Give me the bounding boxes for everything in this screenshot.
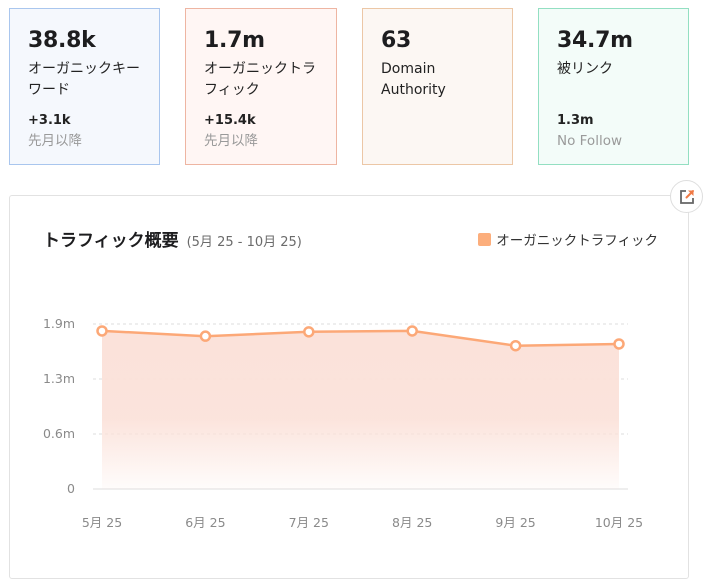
data-point[interactable] (613, 338, 625, 350)
chart-line (101, 329, 620, 347)
legend-swatch (478, 232, 492, 246)
stat-label: オーガニックトラフィック (204, 61, 316, 98)
data-point[interactable] (509, 339, 522, 352)
stat-sub: No Follow (557, 133, 622, 149)
stat-value: 1.7m (204, 28, 265, 53)
stat-value: 34.7m (557, 28, 633, 53)
stat-delta: +3.1k (28, 113, 71, 128)
x-tick-label: 9月 25 (495, 515, 535, 530)
stat-value: 63 (381, 28, 412, 53)
x-tick-label: 5月 25 (82, 515, 122, 530)
data-point[interactable] (406, 325, 418, 337)
stat-sub: 先月以降 (28, 133, 82, 149)
data-point[interactable] (96, 325, 108, 337)
chart-points[interactable] (96, 325, 625, 352)
y-tick-label: 1.3m (43, 371, 75, 386)
x-axis: 5月 25 6月 25 7月 25 8月 25 9月 25 10月 25 (82, 515, 643, 530)
legend-label: オーガニックトラフィック (496, 233, 658, 249)
stat-value: 38.8k (28, 28, 96, 53)
chart-title-text: トラフィック概要 (43, 231, 179, 251)
export-button[interactable] (670, 180, 703, 213)
stat-card-backlinks[interactable]: 34.7m 被リンク 1.3m No Follow (538, 8, 689, 165)
y-tick-label: 0.6m (43, 426, 75, 441)
y-tick-label: 1.9m (43, 316, 75, 331)
x-tick-label: 8月 25 (392, 515, 432, 530)
chart-legend[interactable]: オーガニックトラフィック (478, 229, 658, 249)
stat-delta: 1.3m (557, 113, 594, 128)
stat-label: オーガニックキーワード (28, 61, 140, 98)
x-tick-label: 6月 25 (185, 515, 225, 530)
stat-delta: +15.4k (204, 113, 256, 128)
chart-title: トラフィック概要 (5月 25 - 10月 25) (43, 226, 302, 251)
stat-card-organic-keywords[interactable]: 38.8k オーガニックキーワード +3.1k 先月以降 (9, 8, 160, 165)
x-tick-label: 7月 25 (289, 515, 329, 530)
data-point[interactable] (199, 330, 212, 342)
x-tick-label: 10月 25 (595, 515, 643, 530)
chart-area-fill (102, 330, 619, 489)
stat-sub: 先月以降 (204, 133, 258, 149)
external-link-icon (679, 189, 694, 204)
chart-date-range: (5月 25 - 10月 25) (186, 235, 302, 250)
stat-label: Domain Authority (381, 61, 446, 98)
y-tick-label: 0 (67, 481, 75, 496)
data-point[interactable] (303, 326, 315, 338)
stat-card-domain-authority[interactable]: 63 Domain Authority (362, 8, 513, 165)
y-axis: 0 0.6m 1.3m 1.9m (43, 316, 75, 496)
stat-card-organic-traffic[interactable]: 1.7m オーガニックトラフィック +15.4k 先月以降 (185, 8, 337, 165)
stat-label: 被リンク (557, 61, 613, 77)
